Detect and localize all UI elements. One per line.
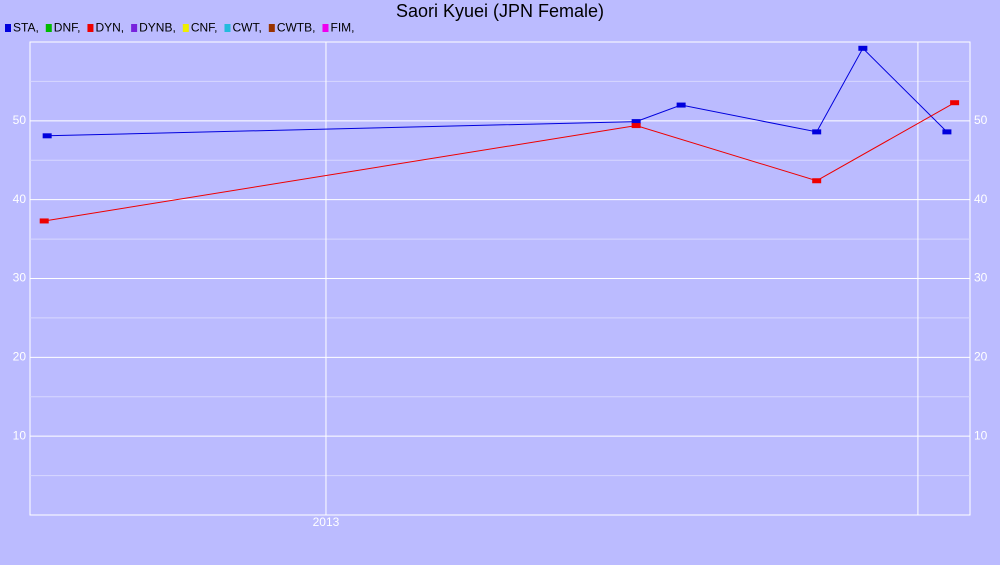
legend-label: FIM, — [330, 21, 354, 35]
legend-swatch — [322, 24, 329, 32]
legend-swatch — [224, 24, 231, 32]
point-marker — [950, 100, 960, 106]
series-line — [44, 102, 955, 222]
series-line — [47, 47, 948, 137]
legend-swatch — [45, 24, 52, 32]
point-marker — [942, 129, 952, 135]
legend-label: CWTB, — [277, 21, 316, 35]
legend-label: CNF, — [191, 21, 218, 35]
point-marker — [812, 178, 822, 184]
chart-title: Saori Kyuei (JPN Female) — [396, 1, 604, 21]
y-tick-label: 40 — [13, 192, 27, 206]
y2-tick-label: 10 — [974, 428, 988, 442]
y2-tick-label: 30 — [974, 271, 988, 285]
legend-label: DNF, — [54, 21, 81, 35]
point-marker — [858, 45, 868, 51]
point-marker — [631, 119, 641, 125]
point-marker — [42, 133, 52, 139]
legend-label: DYNB, — [139, 21, 176, 35]
y-tick-label: 10 — [13, 428, 27, 442]
legend-swatch — [131, 24, 138, 32]
legend-swatch — [182, 24, 189, 32]
y-tick-label: 20 — [13, 350, 27, 364]
y2-tick-label: 40 — [974, 192, 988, 206]
legend-label: CWT, — [232, 21, 261, 35]
legend-swatch — [5, 24, 11, 32]
point-marker — [631, 123, 641, 129]
point-marker — [39, 218, 49, 224]
legend-swatch — [87, 24, 94, 32]
legend-label: STA, — [13, 21, 39, 35]
legend-label: DYN, — [95, 21, 124, 35]
point-marker — [812, 129, 822, 135]
point-marker — [676, 102, 686, 108]
y2-tick-label: 50 — [974, 113, 988, 127]
y-tick-label: 50 — [13, 113, 27, 127]
x-tick-label: 2013 — [313, 515, 340, 529]
y-tick-label: 30 — [13, 271, 27, 285]
legend-swatch — [268, 24, 275, 32]
y2-tick-label: 20 — [974, 350, 988, 364]
